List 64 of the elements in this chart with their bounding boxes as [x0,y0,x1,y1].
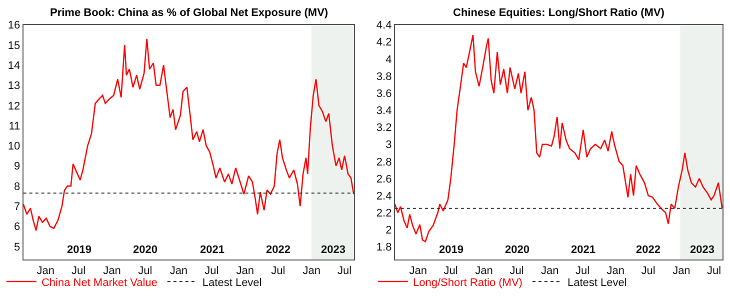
legend-label: China Net Market Value [41,276,158,289]
annotation: 2020 [133,244,158,256]
legend-label: Long/Short Ratio (MV) [413,276,522,289]
x-tick-label: Jan [103,264,121,277]
x-tick-label: Jul [707,264,722,277]
x-tick-label: Jan [170,264,188,277]
x-tick-label: Jul [338,264,352,277]
annotation: 2023 [321,244,346,256]
annotation: 2021 [200,244,224,256]
x-tick-label: Jul [641,264,656,277]
y-tick-label: 3.2 [376,122,392,134]
y-tick-label: 12 [8,100,20,112]
annotation: 2022 [636,244,660,256]
annotation: 2022 [266,244,290,256]
x-tick-label: Jan [36,264,54,277]
y-tick-label: 10 [8,140,20,153]
annotation: 2021 [571,244,596,256]
x-tick-label: Jul [444,264,458,277]
annotation: 2023 [690,244,714,256]
chart-title: Prime Book: China as % of Global Net Exposure (MV) [50,7,328,19]
y-tick-label: 16 [8,20,20,32]
chart-title: Chinese Equities: Long/Short Ratio (MV) [453,7,665,19]
y-tick-label: 3.8 [376,70,392,83]
annotation: 2019 [439,244,464,256]
y-tick-label: 6 [14,221,20,234]
y-tick-label: 1.8 [376,242,392,254]
y-tick-label: 2.4 [376,190,392,202]
x-tick-label: Jul [138,264,152,277]
x-tick-label: Jul [271,264,286,277]
y-tick-label: 14 [8,60,20,72]
x-tick-label: Jul [72,264,86,277]
y-tick-label: 2 [386,224,392,237]
legend-label: Latest Level [202,276,262,289]
x-tick-label: Jul [510,264,524,277]
y-tick-label: 4.4 [376,20,392,32]
x-tick-label: Jan [672,264,690,277]
x-tick-label: Jan [236,264,254,277]
annotation: 2020 [505,244,530,256]
y-tick-label: 3 [386,139,392,152]
x-tick-label: Jan [606,264,625,277]
y-tick-label: 2.2 [376,208,392,220]
x-tick-label: Jan [302,264,320,277]
y-tick-label: 2.6 [376,173,392,186]
y-tick-label: 8 [14,180,20,193]
y-tick-label: 4.2 [376,36,392,49]
annotation: 2019 [67,244,92,256]
y-tick-label: 9 [14,160,20,173]
y-tick-label: 4 [386,54,392,66]
y-tick-label: 11 [8,120,20,132]
y-tick-label: 3.4 [376,105,392,118]
y-tick-label: 5 [14,241,20,254]
x-tick-label: Jul [204,264,219,277]
line-series [23,38,354,232]
y-tick-label: 15 [8,40,20,52]
line-series [394,34,723,242]
y-tick-label: 2.8 [376,156,392,168]
y-tick-label: 13 [8,80,20,92]
legend-label: Latest Level [567,276,627,289]
x-tick-label: Jul [575,264,590,277]
y-tick-label: 7 [14,201,20,214]
x-tick-label: Jan [475,264,493,277]
x-tick-label: Jan [409,264,428,277]
y-tick-label: 3.6 [376,88,392,100]
x-tick-label: Jan [541,264,559,277]
